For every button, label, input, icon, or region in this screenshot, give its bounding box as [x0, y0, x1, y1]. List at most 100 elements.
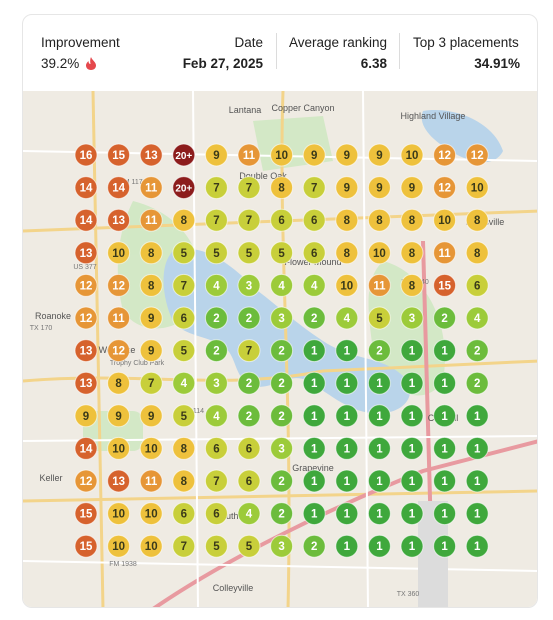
rank-value: 12 — [80, 313, 93, 325]
rank-pin — [270, 469, 294, 493]
rank-pin — [302, 469, 326, 493]
rank-value: 9 — [376, 150, 382, 162]
rank-value: 1 — [409, 378, 416, 390]
rank-pin — [107, 371, 131, 395]
rank-pin — [465, 371, 489, 395]
rank-pin — [302, 436, 326, 460]
rank-pin — [74, 469, 98, 493]
rank-value: 2 — [441, 313, 447, 325]
rank-value: 7 — [311, 183, 317, 195]
rank-value: 10 — [275, 150, 288, 162]
rank-value: 2 — [376, 346, 382, 358]
rank-pin — [335, 404, 359, 428]
rank-pin — [107, 208, 131, 232]
rank-value: 10 — [112, 541, 125, 553]
rank-pin — [139, 208, 163, 232]
rank-pin — [400, 502, 424, 526]
rank-value: 6 — [246, 476, 252, 488]
rank-value: 6 — [213, 443, 219, 455]
rank-pin — [465, 208, 489, 232]
rank-pin — [367, 502, 391, 526]
rank-pin — [302, 534, 326, 558]
rank-pin — [367, 436, 391, 460]
rank-pin — [433, 143, 457, 167]
rank-pin — [270, 143, 294, 167]
rank-pin — [204, 404, 228, 428]
rank-value: 1 — [376, 541, 383, 553]
rank-pin — [465, 339, 489, 363]
rank-value: 1 — [409, 346, 416, 358]
rank-pin — [107, 176, 131, 200]
rank-value: 12 — [80, 280, 93, 292]
rank-pin — [107, 502, 131, 526]
rank-value: 1 — [376, 509, 383, 521]
rank-pin — [237, 273, 261, 297]
rank-pin — [107, 143, 131, 167]
rank-pin — [74, 404, 98, 428]
rank-value: 3 — [278, 443, 284, 455]
rank-value: 12 — [112, 280, 125, 292]
rank-value: 3 — [278, 313, 284, 325]
rank-pin — [270, 404, 294, 428]
map-label: Double Oak — [239, 171, 287, 181]
rank-pin — [270, 371, 294, 395]
rank-pin — [237, 241, 261, 265]
rank-value: 9 — [376, 183, 382, 195]
rank-pin — [400, 436, 424, 460]
rank-pin — [237, 404, 261, 428]
rank-value: 2 — [311, 541, 317, 553]
rank-pin — [204, 143, 228, 167]
rank-value: 9 — [344, 150, 350, 162]
rank-pin — [433, 176, 457, 200]
rank-pin — [335, 241, 359, 265]
rank-pin — [302, 273, 326, 297]
rank-pin — [367, 404, 391, 428]
rank-pin — [400, 208, 424, 232]
rank-pin — [139, 273, 163, 297]
rank-value: 1 — [441, 476, 448, 488]
rank-pin — [367, 534, 391, 558]
rank-value: 20+ — [175, 151, 192, 162]
rank-value: 1 — [311, 411, 318, 423]
rank-value: 4 — [213, 280, 220, 292]
rank-value: 10 — [145, 509, 158, 521]
rank-pin — [204, 273, 228, 297]
rank-value: 10 — [438, 215, 451, 227]
rank-value: 8 — [409, 248, 416, 260]
rank-pin — [74, 339, 98, 363]
rank-value: 8 — [148, 280, 155, 292]
rank-pin — [302, 306, 326, 330]
rank-value: 7 — [148, 378, 154, 390]
rank-pin — [204, 241, 228, 265]
rank-value: 1 — [409, 443, 416, 455]
rank-value: 1 — [311, 378, 318, 390]
rank-value: 14 — [80, 443, 93, 455]
rank-pin — [433, 273, 457, 297]
stat-value: Feb 27, 2025 — [182, 56, 263, 71]
rank-value: 10 — [145, 443, 158, 455]
rank-value: 15 — [80, 509, 93, 521]
divider — [276, 33, 277, 69]
rank-value: 1 — [474, 541, 481, 553]
rank-pin — [204, 534, 228, 558]
rank-pin — [139, 436, 163, 460]
rank-value: 2 — [213, 313, 219, 325]
rank-pin — [107, 241, 131, 265]
rank-pin — [302, 404, 326, 428]
rank-value: 1 — [409, 476, 416, 488]
rank-value: 13 — [145, 150, 158, 162]
rank-value: 4 — [278, 280, 285, 292]
map-label: Copper Canyon — [271, 103, 334, 113]
rank-value: 7 — [246, 346, 252, 358]
rank-value: 3 — [278, 541, 284, 553]
rank-value: 11 — [145, 183, 158, 195]
rank-value: 2 — [474, 378, 480, 390]
rank-value: 10 — [340, 280, 353, 292]
rank-pin — [270, 208, 294, 232]
rank-value: 1 — [474, 443, 481, 455]
improvement-stat: Improvement 39.2% — [23, 15, 273, 91]
rank-pin — [107, 306, 131, 330]
rank-pin — [204, 502, 228, 526]
rank-value: 15 — [80, 541, 93, 553]
rank-value: 11 — [145, 476, 158, 488]
